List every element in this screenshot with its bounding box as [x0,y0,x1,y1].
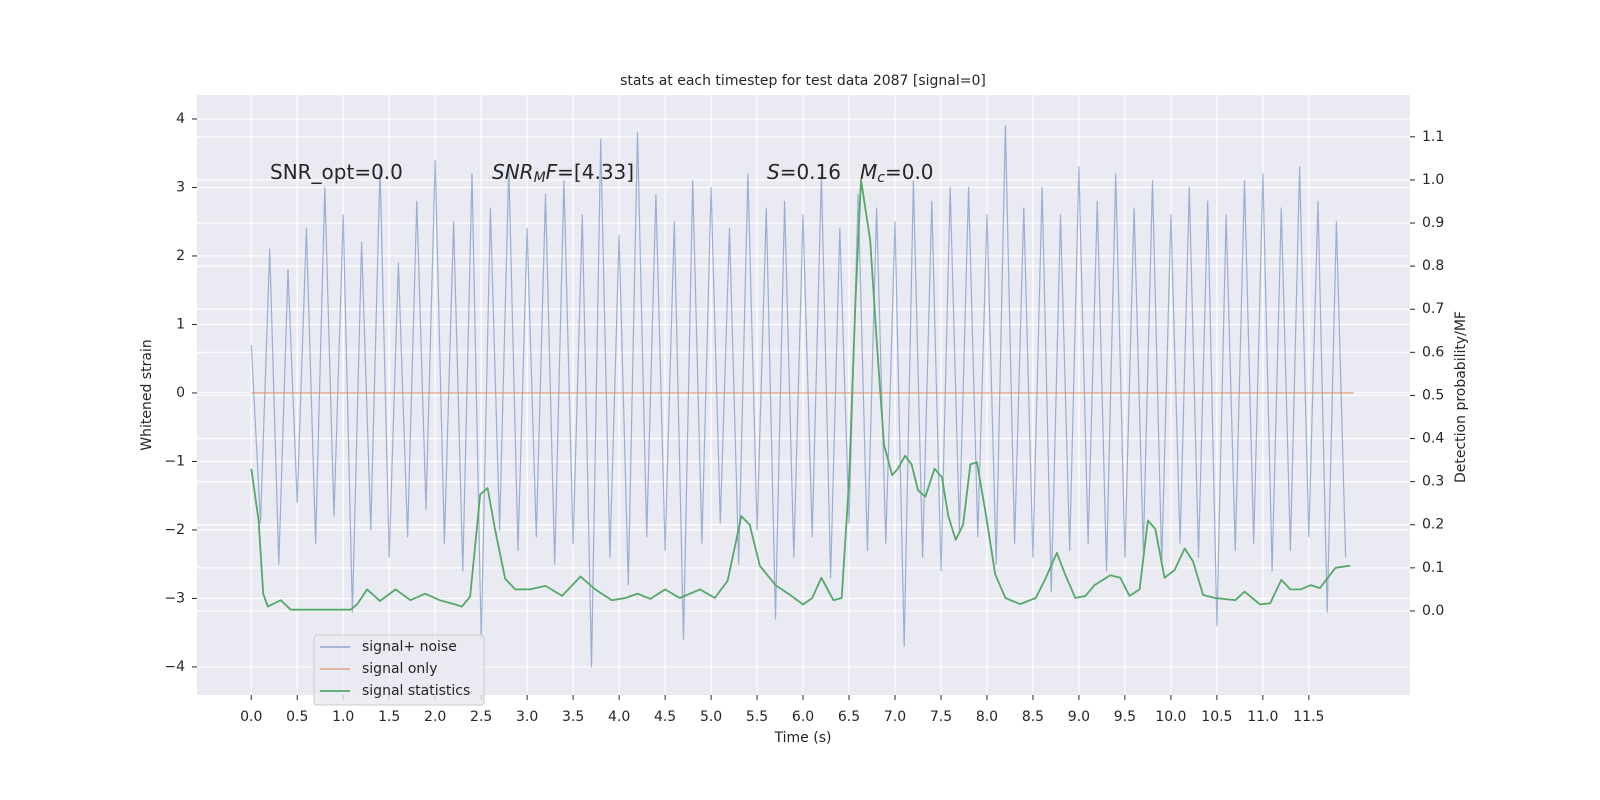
x-tick-label: 7.5 [930,709,952,725]
x-tick-label: 2.5 [470,709,492,725]
legend-label: signal statistics [362,683,470,699]
x-tick-label: 2.0 [424,709,446,725]
y2-tick-label: 0.8 [1422,258,1444,274]
y2-tick-label: 0.9 [1422,215,1444,231]
x-tick-label: 1.5 [378,709,400,725]
y2-tick-label: 0.3 [1422,474,1444,490]
y-tick-label: 0 [176,385,185,401]
x-tick-label: 3.0 [516,709,538,725]
annotation-part: =[4.33] [557,160,634,184]
y-tick-label: 1 [176,316,185,332]
y-tick-label: −2 [164,522,185,538]
annotation-part: S [767,160,780,184]
annotation: SNRMF=[4.33] [492,160,634,187]
y-tick-label: −3 [164,590,185,606]
x-tick-label: 5.0 [700,709,722,725]
y2-tick-label: 1.0 [1422,172,1444,188]
annotation-part: =0.16 [780,160,841,184]
y-axis-label: Whitened strain [139,339,155,450]
y-tick-label: 3 [176,179,185,195]
series-line [250,125,1347,668]
x-tick-label: 6.5 [838,709,860,725]
legend-label: signal only [362,661,437,677]
y-tick-label: 2 [176,248,185,264]
annotation-part: c [877,170,885,186]
y-tick-label: 4 [176,111,185,127]
annotation-part: M [860,160,877,184]
x-tick-label: 10.0 [1155,709,1186,725]
x-tick-label: 8.5 [1022,709,1044,725]
y2-tick-label: 0.6 [1422,344,1444,360]
x-tick-label: 10.5 [1201,709,1232,725]
annotation-part: SNR_opt=0.0 [270,160,403,184]
annotation: SNR_opt=0.0 [270,160,403,184]
y2-axis-label: Detection probability/MF [1453,311,1469,483]
y2-tick-label: 0.2 [1422,517,1444,533]
y2-tick-label: 1.1 [1422,129,1444,145]
x-tick-label: 4.5 [654,709,676,725]
annotation: Mc=0.0 [860,160,934,187]
y-tick-label: −1 [164,453,185,469]
y2-tick-label: 0.5 [1422,387,1444,403]
annotation-part: F [546,160,558,184]
annotation-part: SNR [492,160,534,184]
x-tick-label: 5.5 [746,709,768,725]
x-tick-label: 9.5 [1114,709,1136,725]
x-tick-label: 9.0 [1068,709,1090,725]
x-tick-label: 1.0 [332,709,354,725]
x-tick-label: 11.5 [1293,709,1324,725]
y2-tick-label: 0.1 [1422,560,1444,576]
x-tick-label: 4.0 [608,709,630,725]
y2-tick-label: 0.0 [1422,603,1444,619]
x-tick-label: 6.0 [792,709,814,725]
series-line [250,178,1351,611]
x-tick-label: 11.0 [1247,709,1278,725]
annotation-part: M [534,170,546,186]
chart-title: stats at each timestep for test data 208… [620,73,986,89]
x-tick-label: 7.0 [884,709,906,725]
y-tick-label: −4 [164,659,185,675]
x-tick-label: 3.5 [562,709,584,725]
x-tick-label: 0.5 [286,709,308,725]
y2-tick-label: 0.4 [1422,431,1444,447]
x-tick-label: 0.0 [240,709,262,725]
legend-label: signal+ noise [362,639,457,655]
y2-tick-label: 0.7 [1422,301,1444,317]
annotation-part: =0.0 [885,160,934,184]
legend-box [313,634,485,706]
annotation: S=0.16 [767,160,841,184]
x-axis-label: Time (s) [774,730,832,746]
x-tick-label: 8.0 [976,709,998,725]
